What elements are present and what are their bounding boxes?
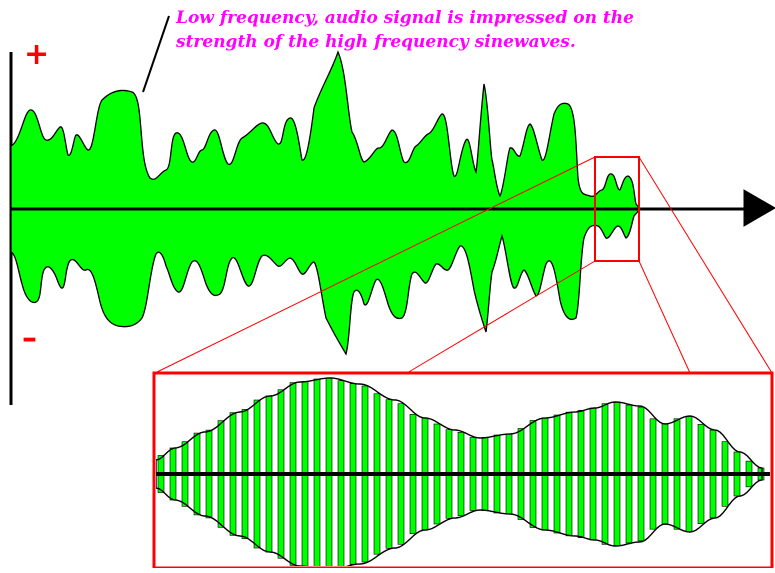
signal-envelope-upper <box>10 50 642 210</box>
arrowhead-right-icon <box>743 189 775 227</box>
zoom-connector-lower-left <box>406 260 596 374</box>
negative-amplitude-label: – <box>22 321 37 356</box>
zoom-connector-upper-right <box>638 156 773 374</box>
caption-pointer-line <box>142 15 170 93</box>
zoom-selection-frame <box>594 156 640 262</box>
inset-envelope-outline <box>156 377 763 566</box>
caption-text: Low frequency, audio signal is impressed… <box>176 8 634 52</box>
magnified-inset <box>152 371 774 570</box>
positive-amplitude-label: + <box>24 37 50 72</box>
signal-envelope-lower <box>10 208 642 356</box>
zoom-connector-lower-right <box>638 260 691 374</box>
zoom-connector-upper-left <box>154 156 596 374</box>
